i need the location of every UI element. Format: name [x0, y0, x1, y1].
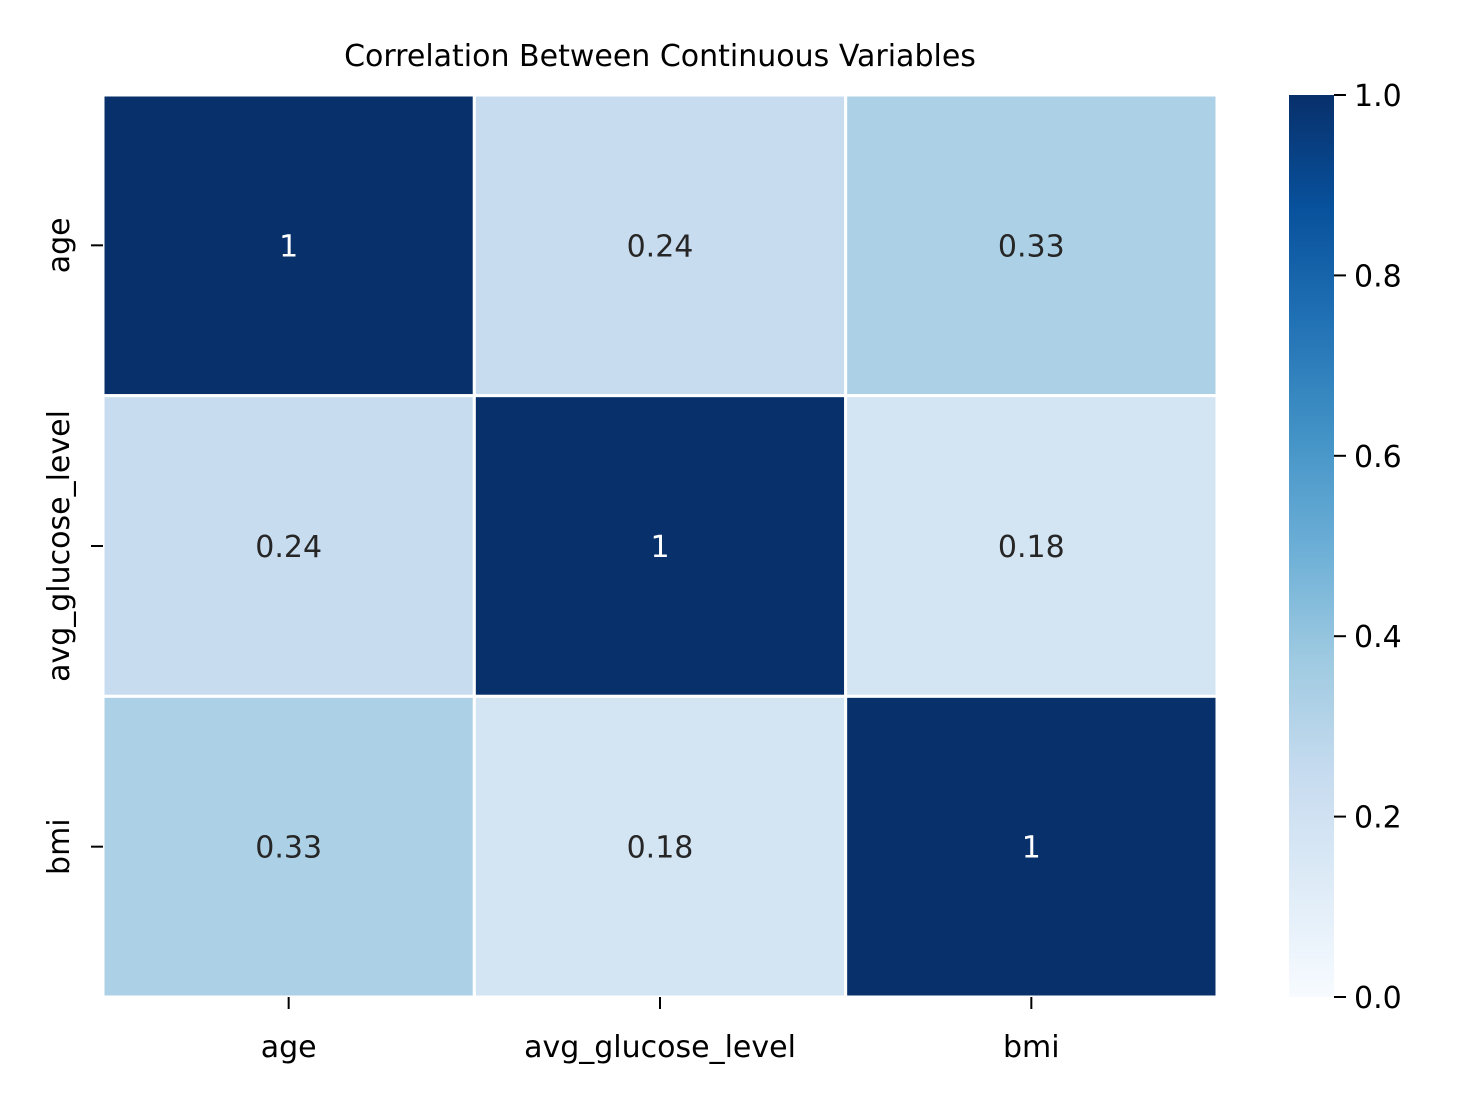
y-tick-label: avg_glucose_level: [42, 410, 77, 682]
heatmap-cell-age-avg_glucose_level: [472, 93, 848, 398]
cell-annotation: 0.33: [998, 229, 1065, 264]
colorbar-tick-label: 0.8: [1354, 259, 1402, 294]
y-tick-label: bmi: [42, 818, 77, 875]
heatmap-cell-avg_glucose_level-age: [101, 394, 476, 698]
heatmap-cell-bmi-avg_glucose_level: [472, 694, 848, 999]
cell-annotation: 0.18: [998, 530, 1065, 565]
y-tick-label: age: [42, 217, 77, 273]
x-tick-label: avg_glucose_level: [524, 1030, 796, 1065]
cell-annotation: 0.24: [627, 229, 694, 264]
cell-annotation: 0.18: [627, 831, 694, 866]
x-tick-label: age: [261, 1030, 317, 1065]
cell-annotation: 0.33: [255, 831, 322, 866]
heatmap-cell-avg_glucose_level-avg_glucose_level: [472, 394, 848, 698]
colorbar-tick-label: 1.0: [1354, 79, 1402, 114]
x-tick-label: bmi: [1003, 1030, 1060, 1065]
colorbar-tick-label: 0.2: [1354, 801, 1402, 836]
chart-title: Correlation Between Continuous Variables: [344, 39, 976, 74]
heatmap-cell-avg_glucose_level-bmi: [844, 394, 1219, 698]
x-axis: age avg_glucose_level bmi: [261, 997, 1060, 1065]
colorbar: 0.0 0.2 0.4 0.6 0.8 1.0: [1289, 79, 1402, 1016]
heatmap-annotations: 1 0.24 0.33 0.24 1 0.18 0.33 0.18 1: [255, 229, 1064, 865]
colorbar-tick-label: 0.4: [1354, 620, 1402, 655]
colorbar-gradient: [1289, 95, 1334, 997]
cell-annotation: 1: [1022, 831, 1041, 866]
heatmap-cell-age-bmi: [844, 93, 1219, 398]
heatmap-cell-age-age: [101, 93, 476, 398]
cell-annotation: 1: [279, 229, 298, 264]
cell-annotation: 1: [650, 530, 669, 565]
cell-annotation: 0.24: [255, 530, 322, 565]
colorbar-tick-label: 0.6: [1354, 440, 1402, 475]
colorbar-tick-label: 0.0: [1354, 981, 1402, 1016]
heatmap-cells: [101, 93, 1219, 999]
